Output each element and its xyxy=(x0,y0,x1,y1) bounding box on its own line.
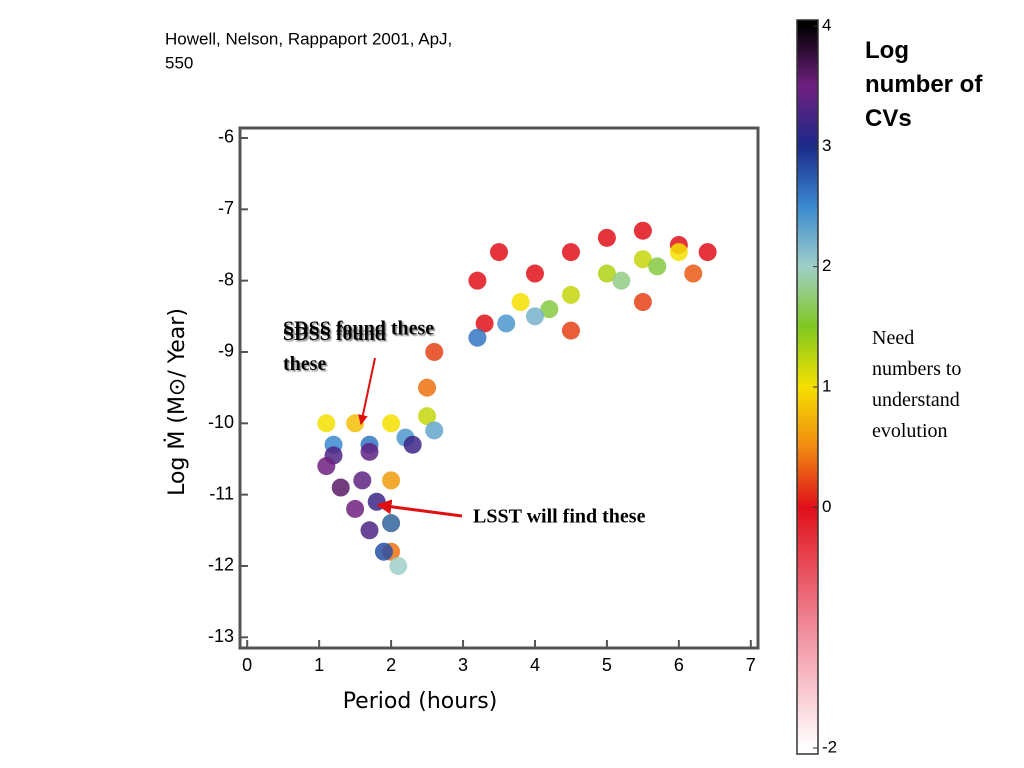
density-point xyxy=(317,414,336,433)
density-point xyxy=(648,257,667,276)
density-point xyxy=(669,243,688,262)
y-axis-label: Log Ṁ (M⊙/ Year) xyxy=(164,308,190,496)
x-tick-label: 7 xyxy=(746,655,756,675)
density-point xyxy=(425,342,444,361)
colorbar-tick-label: 3 xyxy=(822,136,831,155)
density-point xyxy=(382,471,401,490)
y-tick-label: -13 xyxy=(208,626,234,646)
colorbar-tick-label: 4 xyxy=(822,16,831,35)
density-point xyxy=(367,492,386,511)
x-tick-label: 6 xyxy=(674,655,684,675)
density-point xyxy=(360,521,379,540)
density-point xyxy=(382,414,401,433)
density-point xyxy=(353,471,372,490)
density-point xyxy=(468,328,487,347)
density-point xyxy=(561,285,580,304)
x-axis-label: Period (hours) xyxy=(343,689,498,714)
density-point xyxy=(403,435,422,454)
density-point xyxy=(540,300,559,319)
arrow xyxy=(376,499,463,518)
density-point xyxy=(597,264,616,283)
x-tick-label: 1 xyxy=(314,655,324,675)
density-point xyxy=(525,264,544,283)
arrow xyxy=(357,357,376,425)
density-point xyxy=(511,293,530,312)
annotation: LSST will find these xyxy=(473,506,646,528)
density-point xyxy=(418,378,437,397)
density-point xyxy=(425,421,444,440)
density-point xyxy=(497,314,516,333)
density-point xyxy=(475,314,494,333)
density-point xyxy=(597,228,616,247)
density-point xyxy=(346,499,365,518)
density-point xyxy=(382,514,401,533)
colorbar-tick-label: -2 xyxy=(822,737,837,756)
x-tick-label: 4 xyxy=(530,655,540,675)
y-tick-label: -10 xyxy=(208,412,234,432)
density-point xyxy=(317,457,336,476)
x-tick-label: 3 xyxy=(458,655,468,675)
density-point xyxy=(633,250,652,269)
density-point xyxy=(490,243,508,262)
density-point xyxy=(633,221,652,240)
density-point xyxy=(468,271,487,290)
colorbar-tick-label: 1 xyxy=(822,376,831,395)
density-point xyxy=(698,243,717,262)
y-tick-label: -12 xyxy=(208,555,234,575)
density-point xyxy=(561,321,580,340)
density-point xyxy=(331,478,350,497)
x-tick-label: 0 xyxy=(242,655,252,675)
y-tick-label: -6 xyxy=(218,127,234,147)
x-tick-label: 5 xyxy=(602,655,612,675)
colorbar-tick-label: 0 xyxy=(822,497,831,516)
citation: Howell, Nelson, Rappaport 2001, ApJ, xyxy=(165,29,452,48)
density-point xyxy=(633,293,652,312)
side-note: Need numbers to understand evolution xyxy=(872,327,961,442)
citation: 550 xyxy=(165,53,193,72)
density-point xyxy=(525,307,544,326)
density-point xyxy=(684,264,703,283)
x-tick-label: 2 xyxy=(386,655,396,675)
colorbar-tick-label: 2 xyxy=(822,256,831,275)
density-point xyxy=(389,556,408,575)
plot-frame xyxy=(238,126,760,650)
density-point xyxy=(612,271,631,290)
y-tick-label: -8 xyxy=(218,269,234,289)
density-point xyxy=(360,442,379,461)
y-tick-label: -11 xyxy=(209,483,234,503)
y-tick-label: -7 xyxy=(218,198,234,218)
y-tick-label: -9 xyxy=(218,341,234,361)
colorbar-title: Log number of CVs xyxy=(865,37,983,132)
density-point xyxy=(374,542,393,561)
density-point xyxy=(418,407,437,426)
density-point xyxy=(561,243,580,262)
